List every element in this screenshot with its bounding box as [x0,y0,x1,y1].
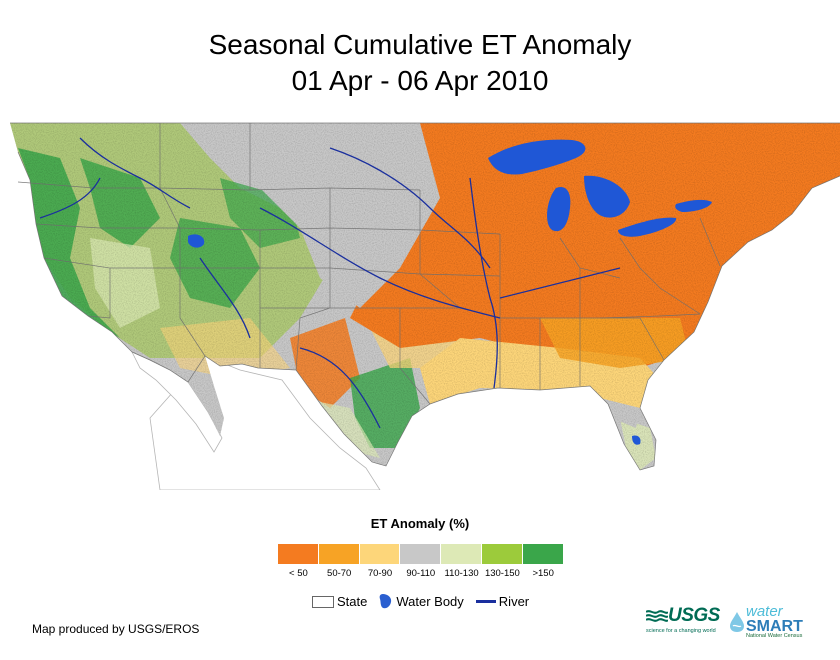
legend-label: 110-130 [444,568,479,579]
et-anomaly-map [10,122,840,490]
legend-swatch-50-70 [318,544,360,564]
lake-superior [488,139,586,175]
usgs-wave-icon [646,610,668,622]
watersmart-drop-icon [730,612,744,633]
watersmart-water: water [746,603,783,620]
watersmart-logo: water SMART National Water Census [728,603,803,640]
legend-swatch-lt50 [278,544,319,564]
legend-label: 90-110 [406,568,436,579]
legend-label: 50-70 [327,568,352,579]
key-state-label: State [337,594,368,609]
legend-label: >150 [532,568,554,579]
key-river-label: River [498,594,530,609]
legend-labels: < 50 50-70 70-90 90-110 110-130 130-150 … [278,568,564,579]
lake-ontario [675,199,712,212]
state-box-icon [312,595,334,608]
great-salt-lake [188,234,205,248]
legend-swatch-90-110 [400,544,442,564]
key-water-body: Water Body [379,593,464,610]
usgs-tagline: science for a changing world [646,628,716,634]
legend-swatch-70-90 [359,544,401,564]
credit-text: Map produced by USGS/EROS [32,622,200,636]
rivers [39,137,621,429]
legend-label: < 50 [289,568,308,579]
legend-swatch-110-130 [441,544,482,564]
legend-title: ET Anomaly (%) [370,516,470,531]
watersmart-smart: SMART [746,618,803,636]
usgs-wordmark: USGS [668,605,720,626]
legend-swatch-gt150 [522,544,564,564]
state-boundaries [10,122,840,471]
legend-label: 70-90 [367,568,393,579]
legend-color-ramp [278,544,564,564]
key-state: State [312,594,367,609]
legend-label: 130-150 [484,568,520,579]
lake-michigan [547,186,571,232]
usgs-logo: USGS science for a changing world [646,605,720,634]
lake-erie [618,217,677,237]
key-water-label: Water Body [396,594,464,609]
map-key: State Water Body River [312,593,541,610]
map-date-range: 01 Apr - 06 Apr 2010 [291,65,549,96]
watersmart-tagline: National Water Census [746,633,803,640]
key-river: River [475,594,530,609]
legend-swatch-130-150 [481,544,523,564]
lake-huron [584,175,630,218]
water-body-icon [379,594,392,609]
lake-okeechobee [632,435,641,445]
river-line-icon [475,600,496,603]
map-title: Seasonal Cumulative ET Anomaly [208,29,632,60]
